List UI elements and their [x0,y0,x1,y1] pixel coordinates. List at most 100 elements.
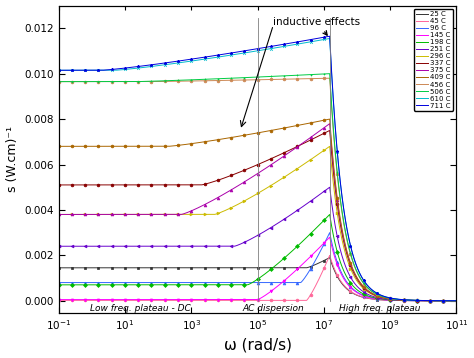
337 C [56,183,62,187]
506 C [101,79,107,84]
198 C [327,212,332,217]
711 C [56,68,62,72]
506 C [226,76,231,81]
610 C [226,53,231,58]
337 C [327,128,332,132]
506 C [125,79,130,84]
251 C [446,299,452,303]
296 C [403,298,409,303]
711 C [125,66,130,70]
610 C [446,299,452,303]
96 C [125,280,130,285]
45 C [327,253,332,257]
251 C [454,299,459,303]
456 C [56,79,62,84]
25 C [101,266,107,270]
96 C [226,280,231,285]
Y-axis label: s (W.cm)⁻¹: s (W.cm)⁻¹ [6,126,18,192]
45 C [209,298,214,303]
Line: 610 C: 610 C [59,39,456,301]
25 C [446,299,452,303]
Text: High freq. plateau: High freq. plateau [339,304,421,313]
Line: 506 C: 506 C [59,74,456,301]
96 C [209,280,214,285]
96 C [446,299,452,303]
506 C [327,72,332,76]
Line: 96 C: 96 C [59,233,456,301]
251 C [101,244,107,248]
375 C [125,212,130,217]
145 C [209,297,214,302]
145 C [446,299,452,303]
409 C [226,136,231,140]
198 C [101,283,107,287]
145 C [403,298,409,303]
506 C [446,299,452,303]
296 C [446,299,452,303]
45 C [125,298,130,303]
198 C [226,283,231,287]
375 C [446,299,452,303]
610 C [403,298,409,302]
375 C [454,299,459,303]
610 C [125,67,130,71]
Text: Low freq. plateau - DC: Low freq. plateau - DC [91,304,191,313]
251 C [125,244,130,248]
Line: 296 C: 296 C [59,146,456,301]
Line: 198 C: 198 C [59,214,456,301]
45 C [226,298,231,303]
Line: 375 C: 375 C [59,124,456,301]
Line: 456 C: 456 C [59,78,456,301]
25 C [56,266,62,270]
375 C [209,199,214,203]
506 C [454,299,459,303]
145 C [125,297,130,302]
25 C [454,299,459,303]
711 C [446,299,452,303]
610 C [454,299,459,303]
145 C [101,297,107,302]
506 C [403,298,409,302]
25 C [327,256,332,260]
145 C [327,235,332,240]
409 C [454,299,459,303]
456 C [125,79,130,84]
145 C [226,297,231,302]
375 C [403,298,409,302]
456 C [454,299,459,303]
Text: AC dispersion: AC dispersion [243,304,304,313]
251 C [226,244,231,248]
337 C [101,183,107,187]
198 C [403,298,409,303]
506 C [209,77,214,81]
375 C [327,121,332,126]
409 C [209,139,214,143]
610 C [327,37,332,41]
409 C [101,144,107,149]
251 C [56,244,62,248]
409 C [125,144,130,149]
409 C [56,144,62,149]
198 C [125,283,130,287]
Legend: 25 C, 45 C, 96 C, 145 C, 198 C, 251 C, 296 C, 337 C, 375 C, 409 C, 456 C, 506 C,: 25 C, 45 C, 96 C, 145 C, 198 C, 251 C, 2… [414,9,453,111]
409 C [327,117,332,121]
96 C [454,299,459,303]
456 C [446,299,452,303]
251 C [327,185,332,189]
296 C [125,212,130,217]
25 C [209,266,214,270]
711 C [209,54,214,58]
198 C [446,299,452,303]
Line: 251 C: 251 C [59,187,456,301]
96 C [101,280,107,285]
711 C [226,51,231,55]
375 C [56,212,62,217]
25 C [125,266,130,270]
251 C [403,298,409,303]
296 C [101,212,107,217]
Line: 45 C: 45 C [59,255,456,301]
45 C [446,299,452,303]
456 C [101,79,107,84]
409 C [403,298,409,302]
296 C [226,207,231,211]
